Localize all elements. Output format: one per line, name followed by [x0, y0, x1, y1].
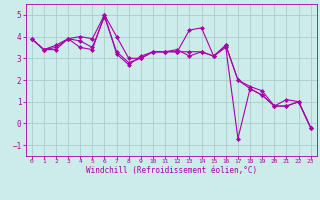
X-axis label: Windchill (Refroidissement éolien,°C): Windchill (Refroidissement éolien,°C) — [86, 166, 257, 175]
